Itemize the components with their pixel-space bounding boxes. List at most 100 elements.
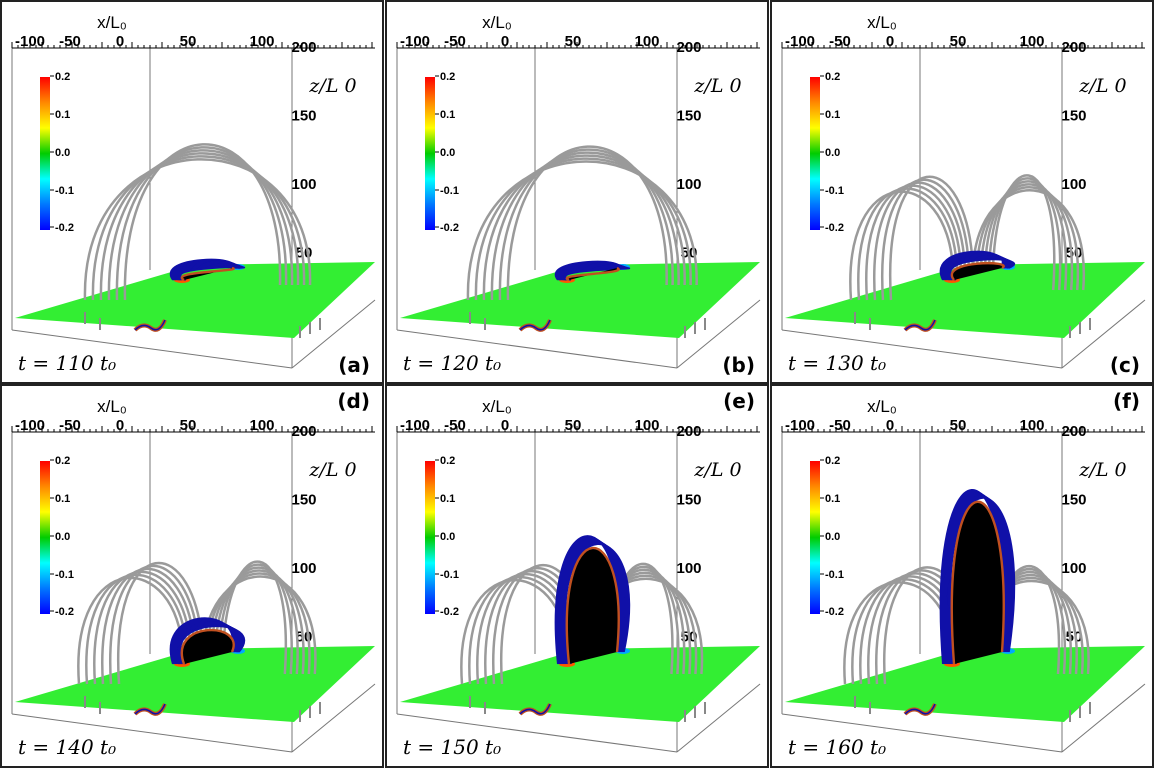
colorbar-tick-label: 0.0 [825,531,840,543]
x-tick-label: 100 [1019,417,1044,434]
x-tick-label: 0 [886,417,894,434]
x-tick-label: -50 [59,33,81,50]
colorbar-tick-label: -0.2 [55,222,74,234]
x-tick-label: 0 [501,417,509,434]
x-tick-label: -50 [444,33,466,50]
colorbar-tick-label: 0.2 [440,455,455,467]
time-label: t = 160 t₀ [788,735,886,759]
x-ruler [781,42,1145,49]
x-tick-label: 50 [565,417,582,434]
colorbar-tick-label: -0.2 [440,222,459,234]
x-tick-label: 50 [565,33,582,50]
colorbar-tick-label: 0.2 [440,71,455,83]
flux-rope-core [950,500,1005,665]
z-tick-label: 150 [291,108,316,125]
colorbar-tick-label: 0.1 [440,493,455,505]
z-tick-label: 200 [1061,423,1086,440]
x-ruler [11,426,375,433]
colorbar-tick-label: 0.2 [55,455,70,467]
z-tick-label: 200 [291,423,316,440]
colorbar-tick-label: -0.1 [55,185,74,197]
x-tick-label: 50 [180,417,197,434]
colorbar-tick-label: 0.1 [55,493,70,505]
z-axis-label: z/L 0 [308,459,356,481]
footpoint-stubs [854,312,1091,338]
x-tick-label: -100 [400,417,430,434]
z-tick-label: 200 [1061,39,1086,56]
z-tick-label: 100 [1061,560,1086,577]
colorbar [40,77,50,230]
colorbar-tick-label: -0.1 [55,569,74,581]
colorbar-tick-label: 0.2 [825,455,840,467]
z-tick-label: 200 [291,39,316,56]
footpoint-stubs [854,696,1091,722]
x-axis-label: x/L₀ [482,397,512,416]
colorbar-tick-label: 0.0 [825,147,840,159]
x-axis-label: x/L₀ [867,13,897,32]
x-tick-label: -100 [15,417,45,434]
x-axis-label: x/L₀ [97,397,127,416]
colorbar-tick-label: -0.1 [825,185,844,197]
z-tick-label: 100 [291,176,316,193]
colorbar-tick-label: 0.0 [440,147,455,159]
panel-label: (a) [338,353,370,377]
z-tick-label: 150 [676,108,701,125]
flux-rope-core [950,261,1005,281]
x-axis-label: x/L₀ [97,13,127,32]
colorbar-tick-label: -0.1 [825,569,844,581]
z-tick-label: 150 [676,492,701,509]
flux-rope [554,260,631,281]
panel-label: (e) [723,389,755,413]
colorbar [810,461,820,614]
x-tick-label: 100 [634,417,659,434]
footpoint-stubs [469,696,706,722]
panel-label: (d) [337,389,370,413]
x-axis-label: x/L₀ [867,397,897,416]
z-tick-label: 50 [1066,245,1083,262]
x-tick-label: -100 [400,33,430,50]
colorbar-tick-label: 0.1 [55,109,70,121]
colorbar [810,77,820,230]
x-ruler [11,42,375,49]
flux-rope-core [180,628,235,665]
x-tick-label: 100 [249,33,274,50]
panel-label: (f) [1113,389,1140,413]
z-tick-label: 100 [676,560,701,577]
photosphere-plane [785,262,1145,338]
overlying-loops [466,145,698,301]
flux-rope [169,258,246,281]
panel-label: (b) [722,353,755,377]
x-tick-label: -100 [15,33,45,50]
x-tick-label: -50 [444,417,466,434]
x-tick-label: 50 [180,33,197,50]
time-label: t = 150 t₀ [403,735,501,759]
x-tick-label: 100 [1019,33,1044,50]
x-tick-label: -100 [785,33,815,50]
time-label: t = 130 t₀ [788,351,886,375]
colorbar-tick-label: 0.1 [825,109,840,121]
x-tick-label: 0 [501,33,509,50]
x-tick-label: -100 [785,417,815,434]
colorbar-tick-label: -0.2 [825,606,844,618]
z-tick-label: 200 [676,39,701,56]
z-axis-label: z/L 0 [308,75,356,97]
x-tick-label: -50 [829,417,851,434]
colorbar-tick-label: 0.2 [55,71,70,83]
x-tick-label: -50 [59,417,81,434]
x-tick-label: 50 [950,417,967,434]
time-label: t = 110 t₀ [18,351,116,375]
colorbar-tick-label: 0.1 [440,109,455,121]
photosphere-plane [400,646,760,722]
x-ruler [781,426,1145,433]
x-ruler [396,42,760,49]
footpoint-stubs [469,312,706,338]
z-tick-label: 150 [291,492,316,509]
x-ruler [396,426,760,433]
colorbar-tick-label: 0.0 [440,531,455,543]
flux-rope [939,250,1016,281]
x-tick-label: -50 [829,33,851,50]
x-tick-label: 0 [116,417,124,434]
footpoint-stubs [84,312,321,338]
